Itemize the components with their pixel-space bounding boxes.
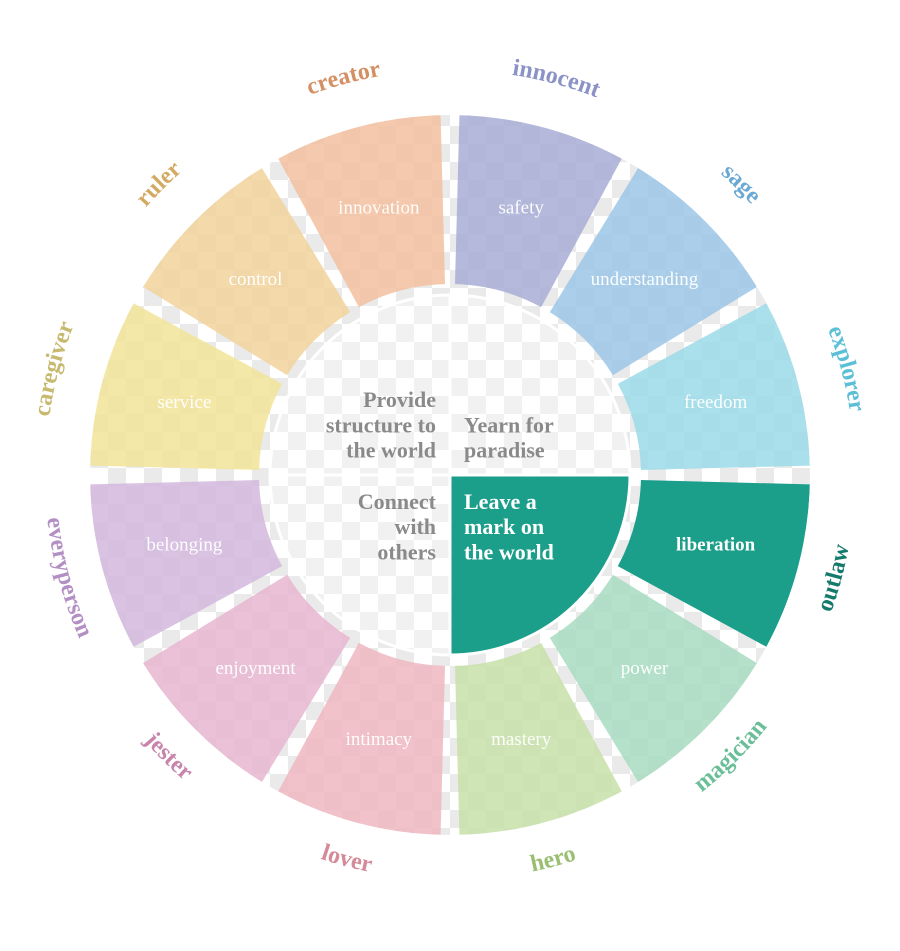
outer-label-innocent: innocent [511, 55, 604, 103]
inner-label-creator: innovation [338, 198, 420, 219]
outer-label-ruler: ruler [131, 156, 187, 212]
inner-label-hero: mastery [491, 729, 552, 750]
outer-label-outlaw: outlaw [812, 541, 855, 614]
outer-label-everyperson: everyperson [41, 516, 98, 641]
outer-label-hero: hero [528, 841, 579, 878]
inner-label-explorer: freedom [684, 392, 748, 413]
center-label-0: Yearn forparadise [464, 412, 554, 462]
inner-label-sage: understanding [591, 269, 699, 290]
outer-label-caregiver: caregiver [29, 317, 79, 418]
inner-label-everyperson: belonging [146, 535, 222, 556]
center-circle [270, 295, 630, 655]
inner-label-lover: intimacy [346, 729, 413, 750]
outer-label-jester: jester [139, 726, 198, 785]
inner-label-outlaw: liberation [676, 535, 756, 556]
outer-label-explorer: explorer [822, 322, 870, 413]
inner-label-magician: power [621, 658, 669, 679]
inner-label-ruler: control [229, 269, 283, 290]
inner-label-innocent: safety [498, 198, 544, 219]
archetype-wheel: safety understanding freedom liberation powe… [0, 0, 900, 951]
inner-label-jester: enjoyment [215, 658, 296, 679]
outer-label-sage: sage [716, 159, 766, 209]
inner-label-caregiver: service [157, 392, 211, 413]
outer-label-lover: lover [318, 840, 375, 878]
outer-label-creator: creator [303, 56, 383, 101]
